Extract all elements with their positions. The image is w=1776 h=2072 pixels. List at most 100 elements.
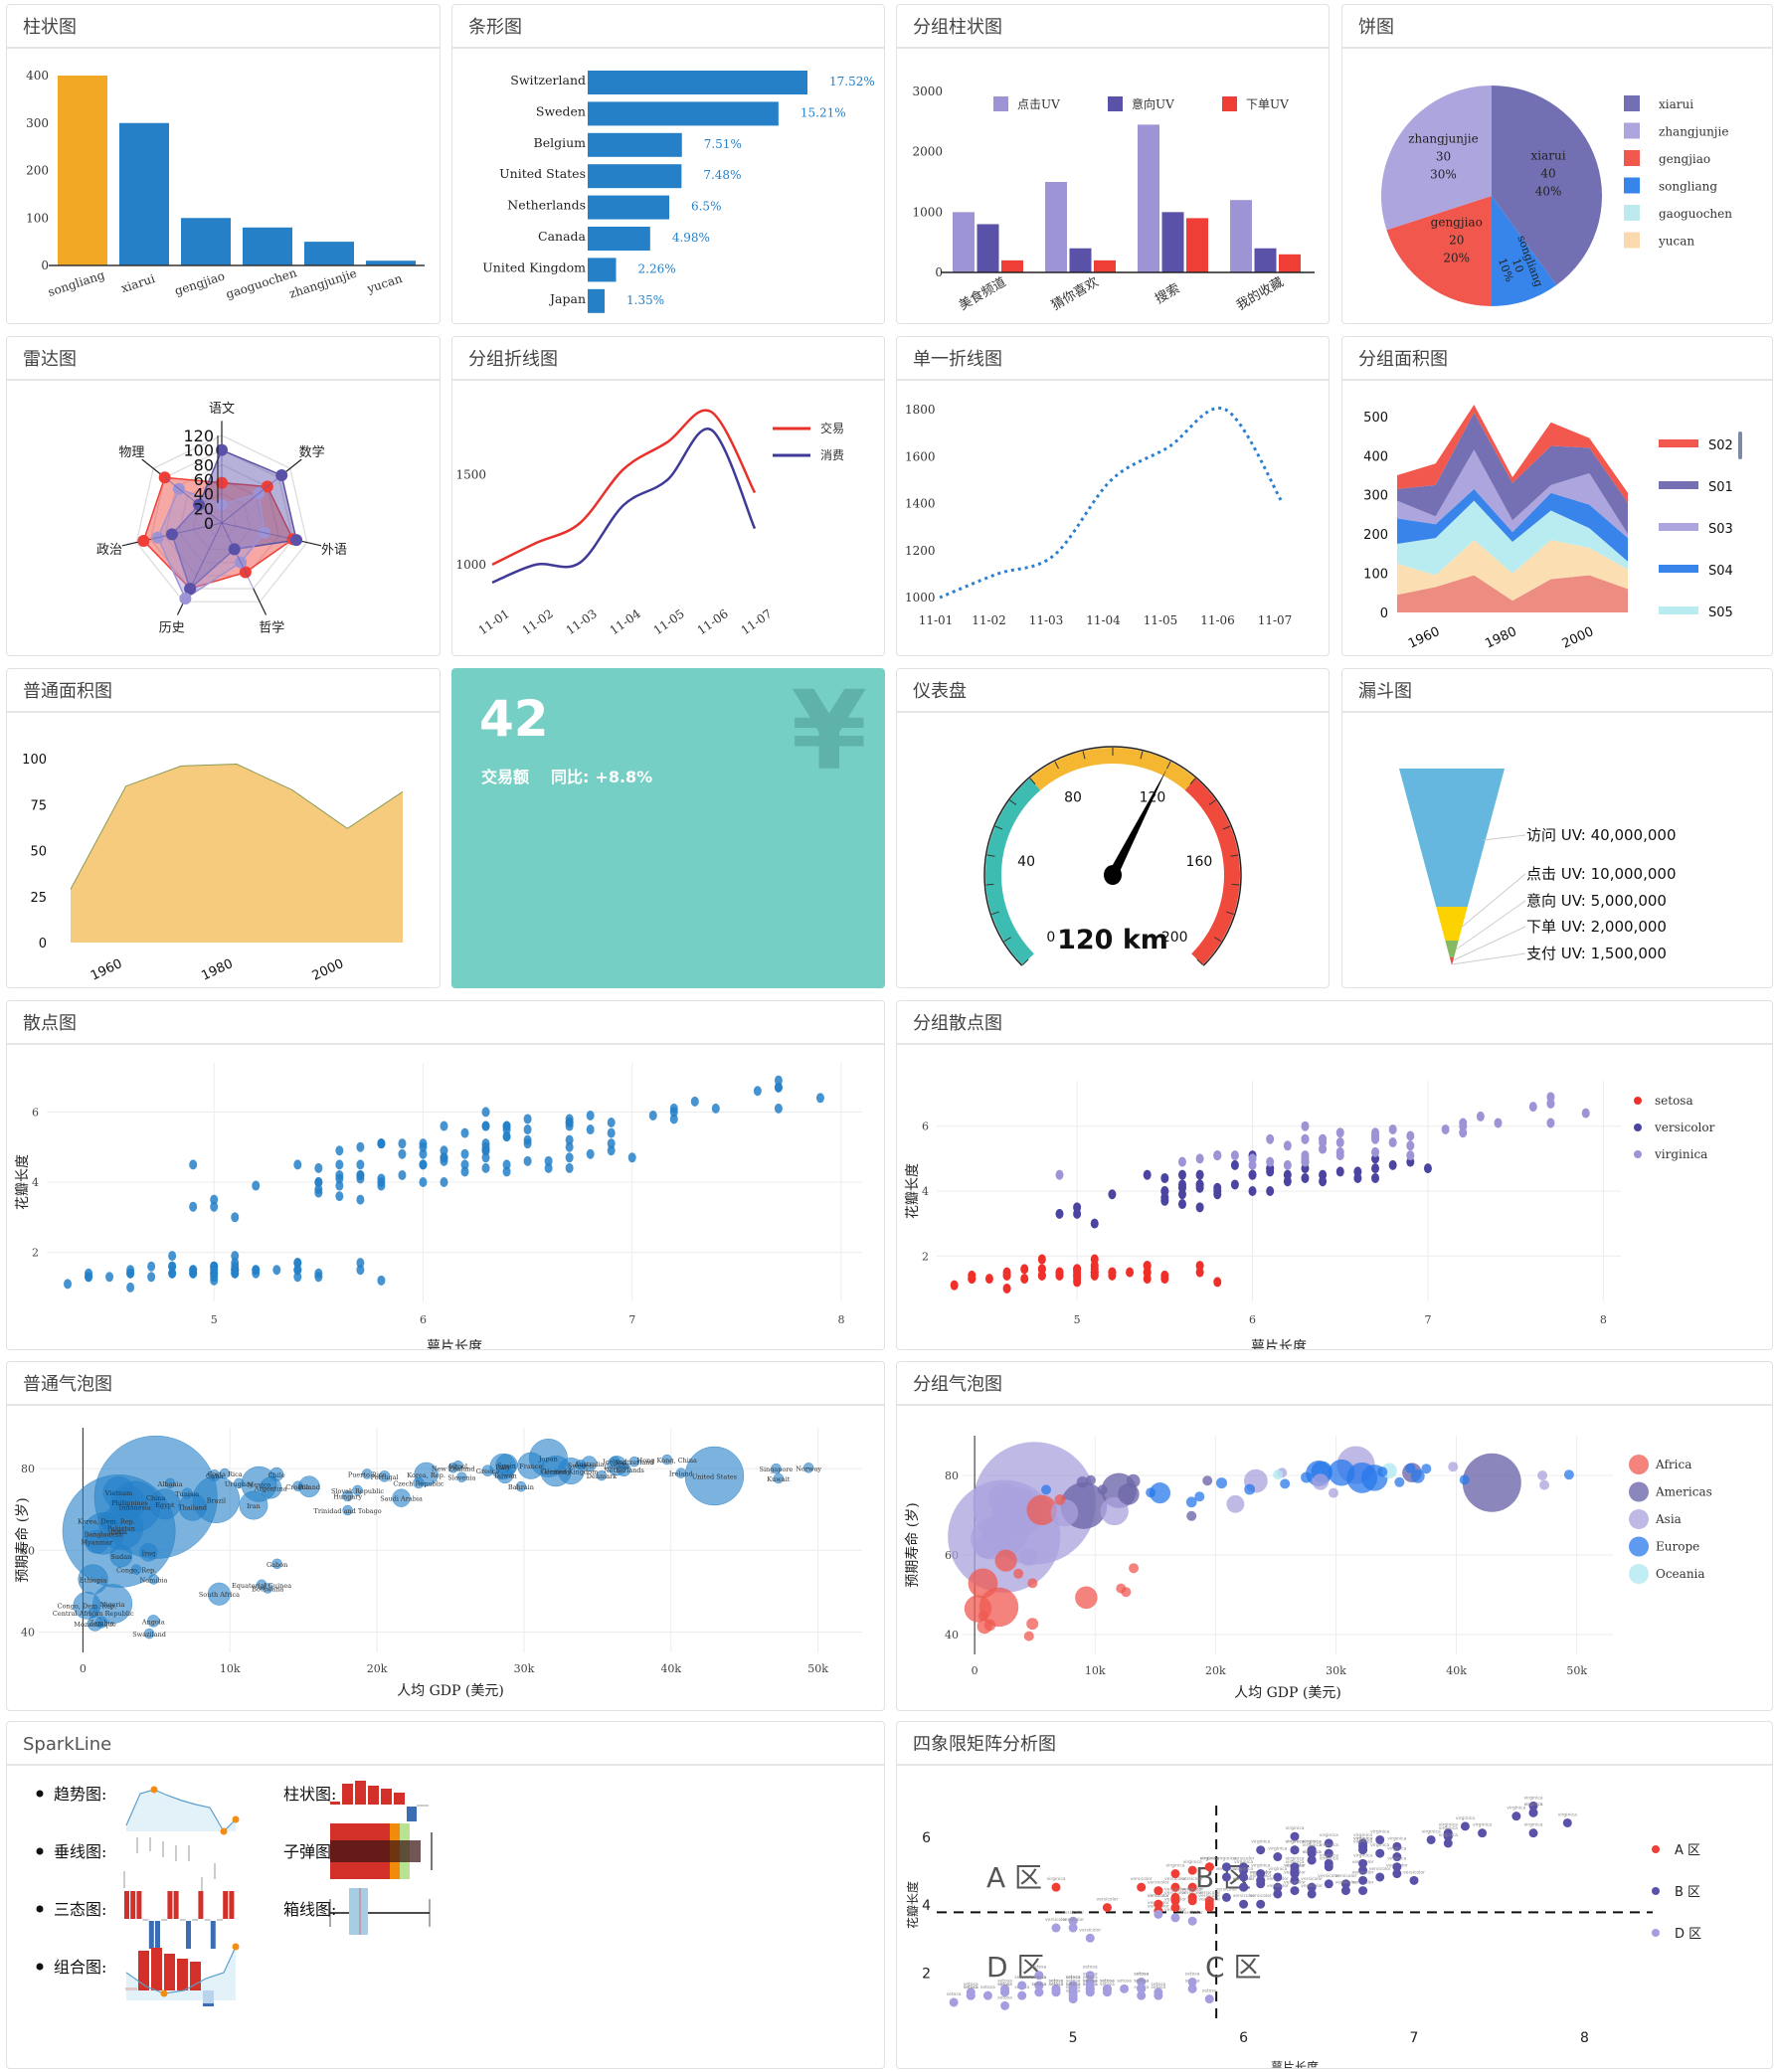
slice-label-line: 40: [1540, 166, 1555, 180]
combo-bar-neg: [203, 1990, 214, 2005]
point-label: versicolor: [1181, 1890, 1203, 1896]
x-tick-label: 20k: [367, 1662, 388, 1675]
point-label: setosa: [1031, 1965, 1046, 1971]
legend-label: xiarui: [1659, 97, 1693, 111]
sparkline-label: 子弹图:: [283, 1842, 336, 1861]
gauge-tick: [1140, 751, 1144, 760]
scatter-point: [398, 1169, 407, 1180]
gauge-tick: [1029, 777, 1036, 785]
bubble: [1539, 1479, 1550, 1490]
bubble: [1026, 1494, 1057, 1526]
point-label: versicolor: [1403, 1869, 1425, 1875]
funnel-leader-line: [1455, 900, 1526, 950]
scatter-point: [502, 1159, 511, 1170]
scatter-point: [1239, 1899, 1249, 1909]
scatter-point: [1460, 1821, 1470, 1831]
card-hbar-chart: 条形图 Switzerland 17.52% Sweden 15.21% Belgium…: [451, 4, 885, 324]
x-tick-label: 8: [1580, 2030, 1589, 2046]
radar-spoke: [221, 522, 293, 540]
point-label: virginica: [1268, 1866, 1287, 1872]
bubble: [1537, 1470, 1548, 1480]
bubble: [1126, 1473, 1141, 1488]
card-title: 雷达图: [7, 337, 440, 381]
legend-label: songliang: [1659, 180, 1717, 194]
bubble: [143, 1628, 155, 1640]
category-label: Canada: [538, 229, 587, 244]
point-label: virginica: [1303, 1842, 1322, 1848]
y-tick-label: 3000: [912, 85, 943, 98]
bubble-label: Korea, Dem. Rep.: [78, 1517, 135, 1525]
category-label: Belgium: [534, 135, 587, 150]
scatter-point: [460, 1166, 469, 1177]
legend-marker: [1652, 1929, 1660, 1937]
legend-label: S01: [1708, 480, 1733, 495]
scatter-point: [1443, 1831, 1453, 1841]
point-label: setosa: [964, 1985, 978, 1990]
bubble-label: Botswana: [252, 1585, 283, 1593]
point-label: virginica: [1422, 1828, 1441, 1834]
legend-marker: [1629, 1481, 1649, 1502]
point-label: versicolor: [1164, 1886, 1186, 1892]
scatter-point: [1307, 1848, 1317, 1858]
bubble-label: Central African Republic: [53, 1610, 134, 1618]
grouped-scatter-chart: 2 4 6 5 6 7 8 萼片长度 花瓣长度 setosa versicolor virginica: [905, 1081, 1715, 1349]
radar-grid: [135, 434, 308, 603]
area-series-S06: [1397, 575, 1628, 612]
x-tick-label: 搜索: [1153, 281, 1182, 307]
bubble-label: South Africa: [199, 1591, 240, 1599]
tristate-win: [198, 1891, 204, 1919]
bubble-label: Slovak Republic: [331, 1487, 384, 1495]
bubble: [1129, 1563, 1140, 1574]
radar-axis-label: 历史: [159, 620, 185, 635]
card-bar-chart: 柱状图 0 100 200 300 400 songliang xiarui gengjiao…: [6, 4, 441, 324]
scatter-point: [1239, 1865, 1249, 1875]
x-tick-label: 6: [1249, 1313, 1256, 1326]
radar-spoke: [221, 476, 279, 524]
point-label: versicolor: [1233, 1856, 1255, 1862]
legend-label: 意向UV: [1132, 96, 1174, 111]
x-axis-title: 萼片长度: [427, 1339, 482, 1349]
bubble: [1186, 1510, 1197, 1521]
point-label: versicolor: [1062, 1917, 1084, 1923]
card-title: 四象限矩阵分析图: [897, 1722, 1772, 1766]
y-tick-label: 200: [1363, 528, 1388, 543]
scatter-point: [966, 1990, 976, 2000]
scatter-point: [1371, 1172, 1380, 1183]
y-tick-label: 400: [1363, 449, 1388, 464]
x-tick-label: 11-03: [1029, 613, 1064, 627]
bubble: [773, 1472, 785, 1484]
scatter-point: [1319, 1176, 1328, 1187]
card-grouped-scatter-chart: 分组散点图 2 4 6 5 6 7 8 萼片长度 花瓣长度 setosa versicolor vir…: [896, 1000, 1773, 1350]
scatter-point: [335, 1169, 344, 1180]
scatter-point: [210, 1261, 219, 1272]
y-tick-label: 300: [1363, 489, 1388, 504]
scatter-point: [1187, 1978, 1197, 1987]
scatter-point: [293, 1159, 302, 1170]
bar: [58, 76, 107, 265]
bubble-label: Switzerland: [615, 1459, 653, 1467]
x-tick-label: 11-01: [476, 606, 512, 637]
radar-axis-tick: [253, 588, 267, 615]
scatter-point: [335, 1159, 344, 1170]
point-label: virginica: [1439, 1825, 1458, 1831]
point-label: virginica: [1370, 1828, 1389, 1834]
scatter-point: [64, 1279, 73, 1290]
card-bubble-chart: 普通气泡图 40 60 80 0 10k 20k 30k 40k 50k 人均 GDP (美元) 预…: [6, 1361, 885, 1711]
x-tick-label: 5: [211, 1313, 218, 1326]
y-tick-label: 25: [30, 891, 47, 906]
slice-label-line: 30: [1436, 150, 1451, 164]
bubble-label: China: [146, 1494, 165, 1502]
gauge-tick-label: 200: [1161, 930, 1188, 946]
scatter-point: [460, 1159, 469, 1170]
bubble-label: Taiwan: [493, 1472, 516, 1480]
tristate-loss: [148, 1921, 154, 1949]
horizontal-bar-chart: Switzerland 17.52% Sweden 15.21% Belgium 7.51…: [482, 71, 875, 313]
bubble: [1085, 1474, 1096, 1485]
trend-area: [126, 1790, 236, 1831]
y-axis-title: 花瓣长度: [15, 1154, 31, 1210]
bubble-label: Czech Republic: [393, 1479, 444, 1487]
scatter-point: [419, 1177, 428, 1187]
bubble: [97, 1511, 115, 1529]
